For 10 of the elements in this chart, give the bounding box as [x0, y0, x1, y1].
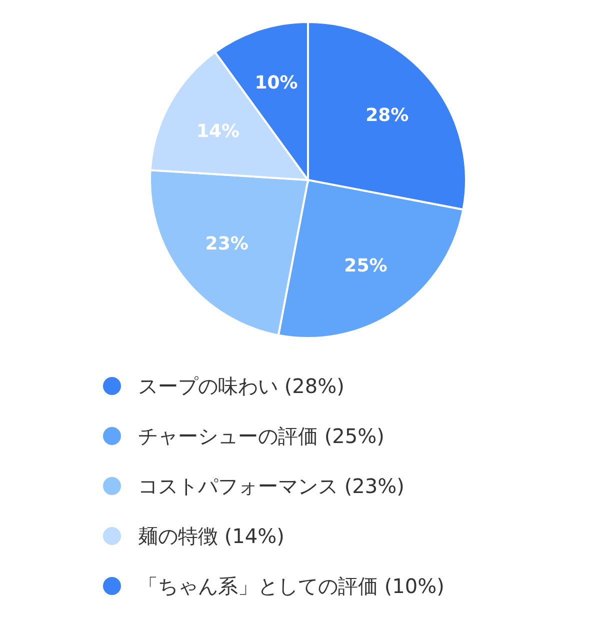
- legend-label: スープの味わい (28%): [138, 374, 344, 398]
- legend-label: 「ちゃん系」としての評価 (10%): [138, 574, 444, 598]
- legend-label: コストパフォーマンス (23%): [138, 474, 404, 498]
- legend-label: 麺の特徴 (14%): [138, 524, 284, 548]
- data-label: 10%: [254, 72, 298, 94]
- data-label: 25%: [344, 255, 388, 276]
- data-label: 14%: [196, 120, 240, 142]
- data-label: 23%: [205, 233, 248, 254]
- legend-label: チャーシューの評価 (25%): [138, 424, 384, 448]
- data-label: 28%: [366, 104, 409, 126]
